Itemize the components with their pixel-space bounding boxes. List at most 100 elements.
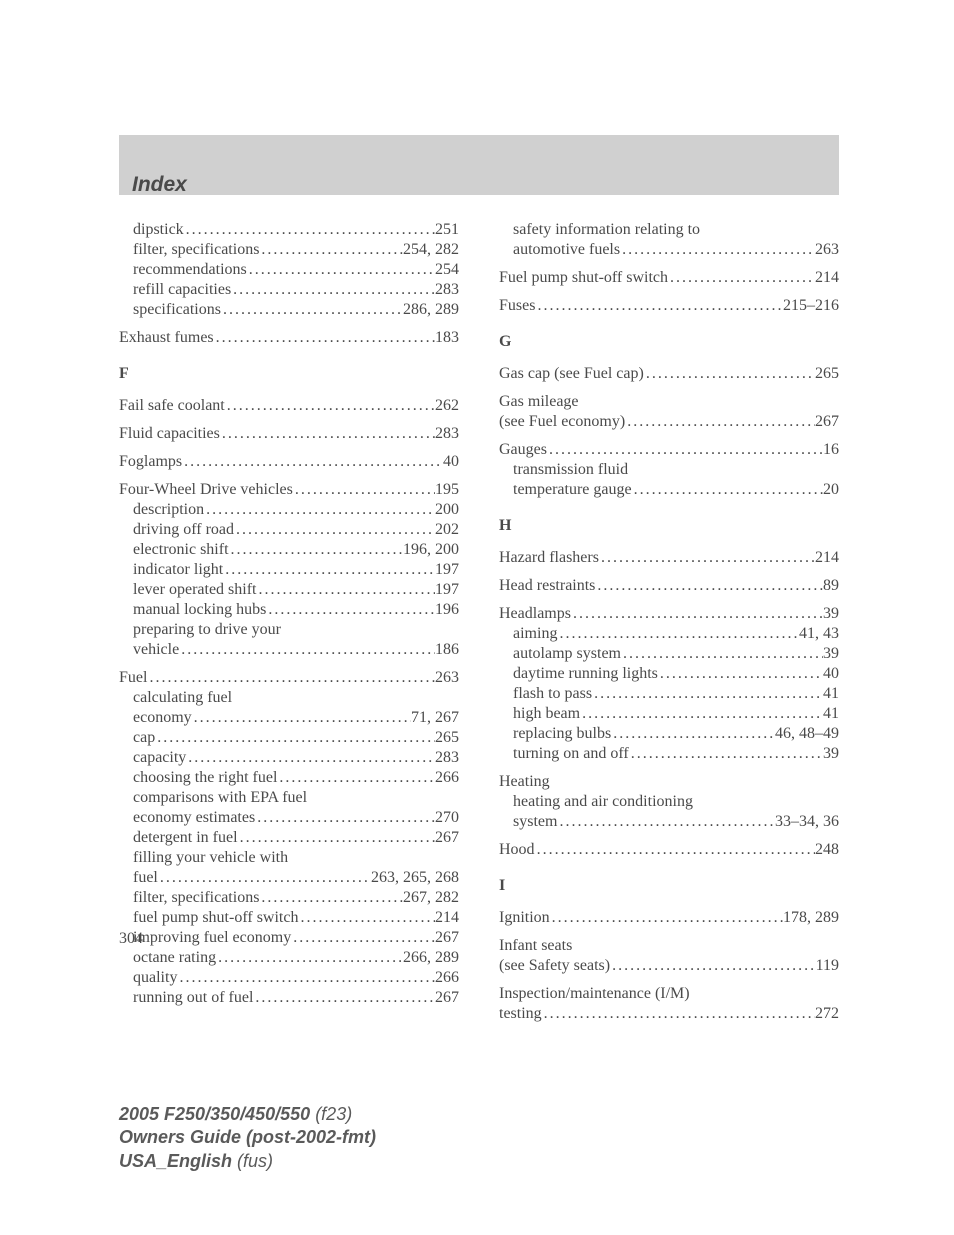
section-letter: I — [499, 876, 839, 896]
page-number: 304 — [119, 930, 143, 948]
index-entry: economy ................................… — [119, 708, 459, 728]
index-page-ref: 270 — [435, 808, 459, 828]
left-column: dipstick ...............................… — [119, 220, 459, 1024]
index-entry: dipstick ...............................… — [119, 220, 459, 240]
index-term: Fuel pump shut-off switch — [499, 268, 668, 288]
index-entry: Fluid capacities .......................… — [119, 424, 459, 444]
index-term: Hazard flashers — [499, 548, 599, 568]
index-entry: capacity ...............................… — [119, 748, 459, 768]
index-entry: testing ................................… — [499, 1004, 839, 1024]
leader-dots: ........................................… — [629, 744, 823, 764]
index-entry: Gas cap (see Fuel cap) .................… — [499, 364, 839, 384]
index-entry: high beam ..............................… — [499, 704, 839, 724]
index-term: (see Safety seats) — [499, 956, 610, 976]
index-term: Head restraints — [499, 576, 595, 596]
index-term: replacing bulbs — [513, 724, 611, 744]
leader-dots: ........................................… — [547, 440, 823, 460]
index-entry: filter, specifications .................… — [119, 240, 459, 260]
footer: 2005 F250/350/450/550 (f23) Owners Guide… — [119, 1103, 376, 1173]
index-entry: running out of fuel ....................… — [119, 988, 459, 1008]
index-page-ref: 46, 48–49 — [775, 724, 839, 744]
index-page-ref: 214 — [435, 908, 459, 928]
leader-dots: ........................................… — [259, 888, 403, 908]
index-entry: specifications .........................… — [119, 300, 459, 320]
index-entry: Inspection/maintenance (I/M) — [499, 984, 839, 1004]
index-page-ref: 254 — [435, 260, 459, 280]
index-entry: flash to pass ..........................… — [499, 684, 839, 704]
index-entry: fuel pump shut-off switch ..............… — [119, 908, 459, 928]
index-page-ref: 263 — [435, 668, 459, 688]
index-page-ref: 286, 289 — [403, 300, 459, 320]
index-entry: Fuel pump shut-off switch ..............… — [499, 268, 839, 288]
index-term: high beam — [513, 704, 580, 724]
index-term: Four-Wheel Drive vehicles — [119, 480, 293, 500]
index-entry: Hazard flashers ........................… — [499, 548, 839, 568]
leader-dots: ........................................… — [184, 220, 435, 240]
index-term: Gas mileage — [499, 392, 579, 412]
index-entry: heating and air conditioning — [499, 792, 839, 812]
index-entry: lever operated shift ...................… — [119, 580, 459, 600]
leader-dots: ........................................… — [277, 768, 435, 788]
footer-model: 2005 F250/350/450/550 — [119, 1104, 310, 1124]
leader-dots: ........................................… — [177, 968, 435, 988]
index-term: electronic shift — [133, 540, 229, 560]
leader-dots: ........................................… — [229, 540, 403, 560]
leader-dots: ........................................… — [253, 988, 435, 1008]
index-entry: refill capacities ......................… — [119, 280, 459, 300]
index-entry: transmission fluid — [499, 460, 839, 480]
index-entry: filling your vehicle with — [119, 848, 459, 868]
leader-dots: ........................................… — [220, 424, 435, 444]
index-entry: filter, specifications .................… — [119, 888, 459, 908]
index-page-ref: 20 — [823, 480, 839, 500]
index-entry: daytime running lights .................… — [499, 664, 839, 684]
index-term: Foglamps — [119, 452, 182, 472]
index-term: driving off road — [133, 520, 234, 540]
leader-dots: ........................................… — [247, 260, 435, 280]
index-term: specifications — [133, 300, 221, 320]
index-term: autolamp system — [513, 644, 621, 664]
index-term: filter, specifications — [133, 240, 259, 260]
index-entry: safety information relating to — [499, 220, 839, 240]
index-entry: manual locking hubs ....................… — [119, 600, 459, 620]
leader-dots: ........................................… — [611, 724, 775, 744]
leader-dots: ........................................… — [231, 280, 435, 300]
index-term: fuel — [133, 868, 158, 888]
index-term: recommendations — [133, 260, 247, 280]
index-term: vehicle — [133, 640, 179, 660]
index-term: Inspection/maintenance (I/M) — [499, 984, 690, 1004]
index-page-ref: 16 — [823, 440, 839, 460]
index-page-ref: 265 — [435, 728, 459, 748]
index-term: dipstick — [133, 220, 184, 240]
index-page-ref: 262 — [435, 396, 459, 416]
index-page-ref: 267 — [435, 828, 459, 848]
index-page-ref: 178, 289 — [783, 908, 839, 928]
section-letter: H — [499, 516, 839, 536]
index-term: Hood — [499, 840, 535, 860]
leader-dots: ........................................… — [293, 480, 435, 500]
index-entry: aiming .................................… — [499, 624, 839, 644]
leader-dots: ........................................… — [557, 812, 775, 832]
leader-dots: ........................................… — [557, 624, 799, 644]
footer-code-2: (fus) — [237, 1151, 273, 1171]
index-term: cap — [133, 728, 155, 748]
index-entry: Heating — [499, 772, 839, 792]
footer-line-1: 2005 F250/350/450/550 (f23) — [119, 1103, 376, 1126]
index-term: filling your vehicle with — [133, 848, 288, 868]
index-page-ref: 71, 267 — [411, 708, 459, 728]
index-entry: (see Fuel economy) .....................… — [499, 412, 839, 432]
section-letter: F — [119, 364, 459, 384]
index-entry: automotive fuels .......................… — [499, 240, 839, 260]
index-term: Headlamps — [499, 604, 571, 624]
index-term: Exhaust fumes — [119, 328, 214, 348]
index-term: flash to pass — [513, 684, 592, 704]
index-page-ref: 39 — [823, 744, 839, 764]
leader-dots: ........................................… — [179, 640, 435, 660]
leader-dots: ........................................… — [257, 580, 436, 600]
section-letter: G — [499, 332, 839, 352]
leader-dots: ........................................… — [535, 840, 815, 860]
leader-dots: ........................................… — [266, 600, 435, 620]
index-term: transmission fluid — [513, 460, 628, 480]
index-page-ref: 267 — [435, 988, 459, 1008]
leader-dots: ........................................… — [542, 1004, 815, 1024]
index-term: description — [133, 500, 204, 520]
